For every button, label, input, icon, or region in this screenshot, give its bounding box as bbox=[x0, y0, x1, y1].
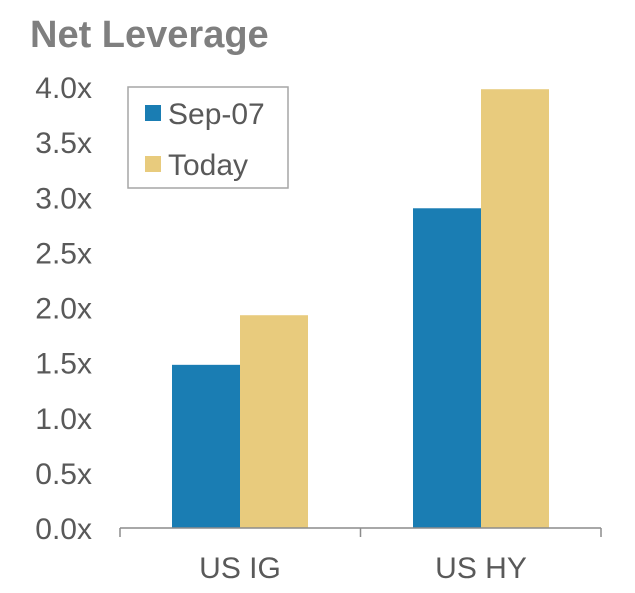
x-axis: US IG US HY bbox=[119, 527, 602, 585]
bar-today-us-hy bbox=[481, 89, 549, 528]
y-tick-label: 2.0x bbox=[35, 293, 92, 326]
y-tick-label: 3.5x bbox=[35, 127, 92, 160]
y-tick-label: 3.0x bbox=[35, 182, 92, 215]
legend: Sep-07 Today bbox=[127, 86, 289, 189]
legend-swatch bbox=[145, 105, 161, 121]
y-tick-label: 1.5x bbox=[35, 348, 92, 381]
legend-label: Today bbox=[168, 149, 248, 182]
y-tick-label: 0.0x bbox=[35, 513, 92, 546]
y-tick-label: 2.5x bbox=[35, 237, 92, 270]
bar-sep-07-us-hy bbox=[413, 208, 481, 528]
y-tick-label: 0.5x bbox=[35, 458, 92, 491]
bar-sep-07-us-ig bbox=[172, 364, 240, 528]
y-axis-ticks: 0.0x 0.5x 1.0x 1.5x 2.0x 2.5x 3.0x 3.5x 4.0x bbox=[35, 72, 92, 546]
legend-label: Sep-07 bbox=[168, 98, 265, 131]
y-tick-label: 1.0x bbox=[35, 403, 92, 436]
chart-title: Net Leverage bbox=[30, 14, 269, 56]
bar-today-us-ig bbox=[240, 315, 308, 528]
x-tick-label: US IG bbox=[199, 552, 281, 585]
bars bbox=[172, 89, 549, 528]
legend-swatch bbox=[145, 156, 161, 172]
x-tick-label: US HY bbox=[435, 552, 527, 585]
y-tick-label: 4.0x bbox=[35, 72, 92, 105]
